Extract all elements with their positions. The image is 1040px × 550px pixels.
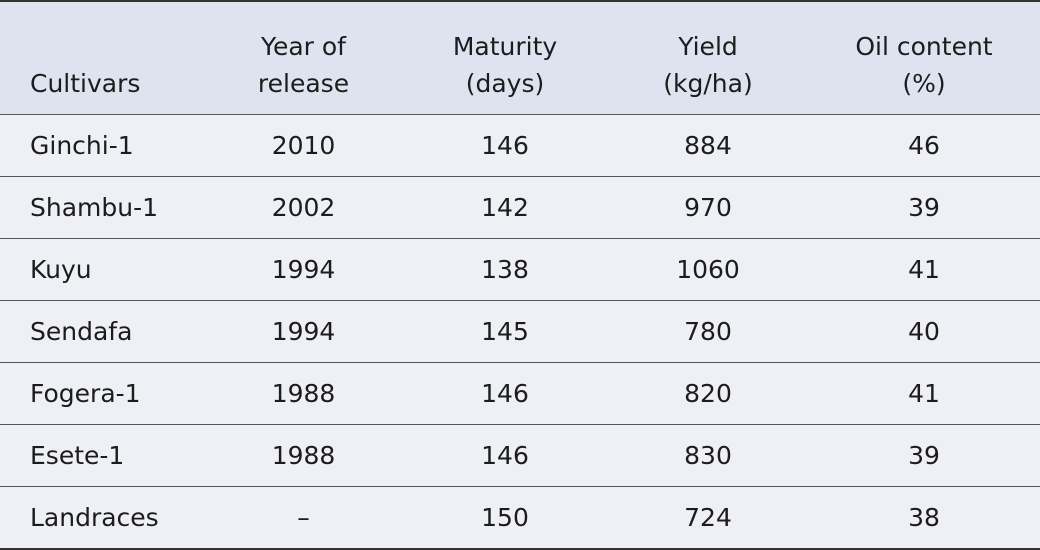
- table-cell: 41: [908, 255, 940, 284]
- table-body: Ginchi-1 2010 146 884 46 Shambu-1 2002 142 970 39…: [0, 114, 1040, 549]
- table-cell: 820: [684, 379, 732, 408]
- table-cell: 138: [481, 255, 529, 284]
- header-text: release: [257, 69, 350, 98]
- cultivar-name: Fogera-1: [30, 379, 141, 408]
- table-cell: 1988: [271, 379, 336, 408]
- table-cell: 145: [481, 317, 529, 346]
- header-cell: Cultivars: [0, 1, 205, 115]
- header-text: Oil content: [855, 32, 993, 61]
- cultivar-name: Esete-1: [30, 441, 125, 470]
- table-cell: 40: [908, 317, 940, 346]
- header-text: Year of: [261, 32, 346, 61]
- table-cell: 142: [481, 193, 529, 222]
- table-row: Sendafa 1994 145 780 40: [0, 300, 1040, 363]
- table-cell: 1994: [271, 255, 336, 284]
- table-cell: 38: [908, 503, 940, 532]
- table-cell: 780: [684, 317, 732, 346]
- table-cell: –: [297, 503, 310, 532]
- table-cell: 884: [684, 131, 732, 160]
- table-cell: 39: [908, 193, 940, 222]
- table-row: Kuyu 1994 138 1060 41: [0, 238, 1040, 301]
- table-cell: 724: [684, 503, 732, 532]
- table-row: Fogera-1 1988 146 820 41: [0, 362, 1040, 425]
- table-row: Esete-1 1988 146 830 39: [0, 424, 1040, 487]
- table-cell: 1060: [676, 255, 740, 284]
- cultivar-name: Kuyu: [30, 255, 92, 284]
- table-cell: 830: [684, 441, 732, 470]
- table-cell: 146: [481, 379, 529, 408]
- table-cell: 46: [908, 131, 940, 160]
- table-cell: 39: [908, 441, 940, 470]
- table-cell: 1994: [271, 317, 336, 346]
- cultivar-name: Ginchi-1: [30, 131, 134, 160]
- table-cell: 150: [481, 503, 529, 532]
- cultivar-name: Shambu-1: [30, 193, 159, 222]
- header-cell: Yield (kg/ha): [608, 1, 808, 115]
- table-cell: 2002: [271, 193, 336, 222]
- cultivar-name: Landraces: [30, 503, 159, 532]
- header-row: Cultivars Year of release Maturity (days) Yie…: [0, 1, 1040, 115]
- table-row: Landraces – 150 724 38: [0, 486, 1040, 549]
- table-cell: 146: [481, 131, 529, 160]
- header-text: (%): [902, 69, 946, 98]
- table-cell: 146: [481, 441, 529, 470]
- header-cell: Maturity (days): [402, 1, 608, 115]
- header-text: (kg/ha): [663, 69, 753, 98]
- cultivar-name: Sendafa: [30, 317, 133, 346]
- table-row: Shambu-1 2002 142 970 39: [0, 176, 1040, 239]
- header-text: (days): [465, 69, 545, 98]
- header-text: Yield: [678, 32, 738, 61]
- header-text: Cultivars: [30, 69, 141, 98]
- table-header: Cultivars Year of release Maturity (days) Yie…: [0, 1, 1040, 115]
- table-cell: 970: [684, 193, 732, 222]
- table-cell: 1988: [271, 441, 336, 470]
- header-cell: Year of release: [205, 1, 402, 115]
- table-cell: 2010: [271, 131, 336, 160]
- header-text: Maturity: [452, 32, 558, 61]
- table-cell: 41: [908, 379, 940, 408]
- table-row: Ginchi-1 2010 146 884 46: [0, 114, 1040, 177]
- header-cell: Oil content (%): [808, 1, 1040, 115]
